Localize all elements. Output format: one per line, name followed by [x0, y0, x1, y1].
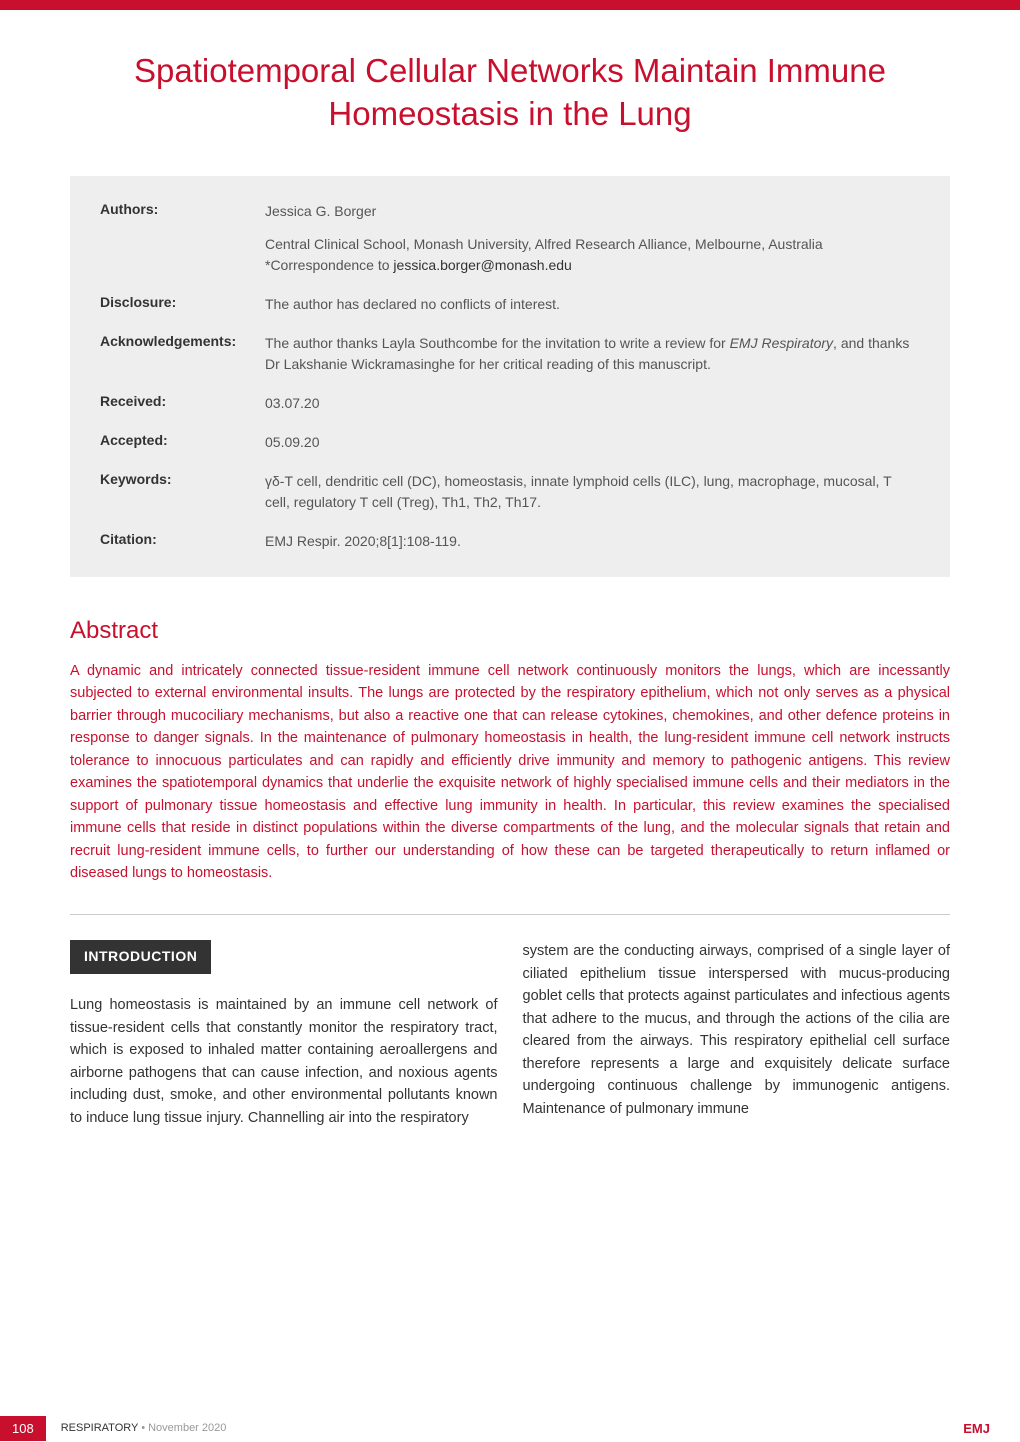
body-column-left: INTRODUCTION Lung homeostasis is maintai…: [70, 940, 498, 1129]
author-correspondence: *Correspondence to jessica.borger@monash…: [265, 255, 823, 276]
body-columns: INTRODUCTION Lung homeostasis is maintai…: [70, 940, 950, 1129]
disclosure-row: Disclosure: The author has declared no c…: [100, 294, 920, 315]
intro-col1-text: Lung homeostasis is maintained by an imm…: [70, 994, 498, 1129]
introduction-heading: INTRODUCTION: [70, 940, 211, 974]
disclosure-value: The author has declared no conflicts of …: [265, 294, 560, 315]
body-column-right: system are the conducting airways, compr…: [523, 940, 951, 1129]
acknowledgements-value: The author thanks Layla Southcombe for t…: [265, 333, 920, 375]
accepted-label: Accepted:: [100, 432, 265, 453]
authors-label: Authors:: [100, 201, 265, 276]
page-content: Spatiotemporal Cellular Networks Maintai…: [0, 10, 1020, 1129]
article-title: Spatiotemporal Cellular Networks Maintai…: [70, 50, 950, 136]
footer-brand: EMJ: [963, 1421, 990, 1436]
authors-row: Authors: Jessica G. Borger Central Clini…: [100, 201, 920, 276]
keywords-label: Keywords:: [100, 471, 265, 513]
abstract-text: A dynamic and intricately connected tiss…: [70, 660, 950, 885]
article-info-box: Authors: Jessica G. Borger Central Clini…: [70, 176, 950, 577]
correspondence-email: jessica.borger@monash.edu: [393, 257, 571, 273]
citation-row: Citation: EMJ Respir. 2020;8[1]:108-119.: [100, 531, 920, 552]
received-value: 03.07.20: [265, 393, 320, 414]
authors-value: Jessica G. Borger Central Clinical Schoo…: [265, 201, 823, 276]
author-name: Jessica G. Borger: [265, 201, 823, 222]
top-accent-bar: [0, 0, 1020, 10]
keywords-value: γδ-T cell, dendritic cell (DC), homeosta…: [265, 471, 920, 513]
acknowledgements-label: Acknowledgements:: [100, 333, 265, 375]
disclosure-label: Disclosure:: [100, 294, 265, 315]
keywords-row: Keywords: γδ-T cell, dendritic cell (DC)…: [100, 471, 920, 513]
page-number: 108: [0, 1416, 46, 1441]
section-divider: [70, 914, 950, 915]
footer-journal: RESPIRATORY • November 2020: [61, 1422, 227, 1434]
acknowledgements-row: Acknowledgements: The author thanks Layl…: [100, 333, 920, 375]
received-row: Received: 03.07.20: [100, 393, 920, 414]
author-affiliation: Central Clinical School, Monash Universi…: [265, 234, 823, 255]
abstract-heading: Abstract: [70, 617, 950, 645]
citation-value: EMJ Respir. 2020;8[1]:108-119.: [265, 531, 461, 552]
received-label: Received:: [100, 393, 265, 414]
page-footer: 108 RESPIRATORY • November 2020 EMJ: [0, 1414, 1020, 1442]
citation-label: Citation:: [100, 531, 265, 552]
intro-col2-text: system are the conducting airways, compr…: [523, 940, 951, 1120]
accepted-value: 05.09.20: [265, 432, 320, 453]
accepted-row: Accepted: 05.09.20: [100, 432, 920, 453]
